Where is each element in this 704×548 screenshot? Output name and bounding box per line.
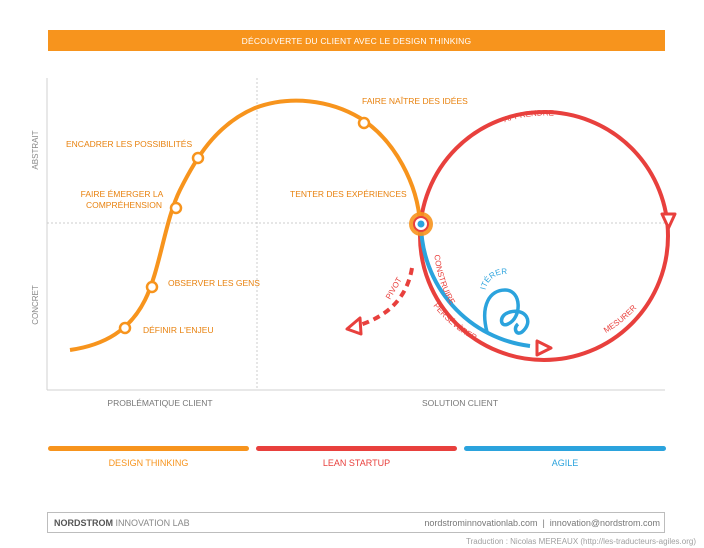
translation-credit: Traduction : Nicolas MEREAUX (http://les… bbox=[465, 537, 696, 546]
marker-encadrer bbox=[191, 151, 205, 165]
label-faire-emerger-1: FAIRE ÉMERGER LA bbox=[81, 189, 164, 199]
footer: NORDSTROM INNOVATION LAB nordstrominnova… bbox=[47, 512, 665, 533]
marker-faire-naitre bbox=[357, 116, 371, 130]
label-mesurer: MESURER bbox=[602, 303, 638, 335]
label-apprendre: APPRENDRE bbox=[502, 109, 554, 125]
y-axis-top-label: ABSTRAIT bbox=[31, 130, 40, 169]
label-faire-naitre: FAIRE NAÎTRE DES IDÉES bbox=[362, 96, 468, 106]
agile-path bbox=[419, 223, 531, 348]
label-encadrer: ENCADRER LES POSSIBILITÉS bbox=[66, 139, 192, 149]
legend-bar-lean-startup bbox=[256, 446, 457, 451]
legend-label-lean-startup: LEAN STARTUP bbox=[322, 458, 391, 468]
marker-definir bbox=[118, 321, 132, 335]
diagram-title: DÉCOUVERTE DU CLIENT AVEC LE DESIGN THIN… bbox=[241, 35, 472, 46]
label-definir: DÉFINIR L'ENJEU bbox=[143, 325, 214, 335]
x-axis-left-label: PROBLÉMATIQUE CLIENT bbox=[107, 398, 212, 408]
marker-comprehension bbox=[169, 201, 183, 215]
iterate-loops bbox=[483, 288, 530, 335]
legend-label-agile: AGILE bbox=[551, 458, 579, 468]
marker-observer bbox=[145, 280, 159, 294]
pivot-arrow bbox=[359, 267, 414, 327]
label-observer: OBSERVER LES GENS bbox=[168, 278, 260, 288]
footer-brand-rest: INNOVATION LAB bbox=[113, 517, 190, 528]
y-axis-bottom-label: CONCRET bbox=[31, 285, 40, 325]
diagram-title-banner: DÉCOUVERTE DU CLIENT AVEC LE DESIGN THIN… bbox=[48, 30, 665, 51]
footer-brand-bold: NORDSTROM bbox=[54, 517, 113, 528]
legend-bar-design-thinking bbox=[48, 446, 249, 451]
label-tenter: TENTER DES EXPÉRIENCES bbox=[290, 189, 407, 199]
x-axis-right-label: SOLUTION CLIENT bbox=[422, 398, 498, 408]
footer-brand: NORDSTROM INNOVATION LAB bbox=[54, 518, 190, 528]
label-faire-emerger-2: COMPRÉHENSION bbox=[86, 200, 162, 210]
design-thinking-curve bbox=[69, 98, 422, 352]
mesurer-arrowhead bbox=[660, 212, 677, 230]
legend-bar-agile bbox=[464, 446, 666, 451]
label-iterer: ITÉRER bbox=[479, 267, 508, 291]
hub-center bbox=[417, 220, 425, 228]
legend-label-design-thinking: DESIGN THINKING bbox=[108, 458, 189, 468]
label-pivot: PIVOT bbox=[384, 276, 404, 301]
footer-contact[interactable]: nordstrominnovationlab.com | innovation@… bbox=[424, 517, 660, 528]
perseverer-arrowhead bbox=[535, 339, 553, 357]
pivot-arrowhead bbox=[345, 316, 363, 336]
